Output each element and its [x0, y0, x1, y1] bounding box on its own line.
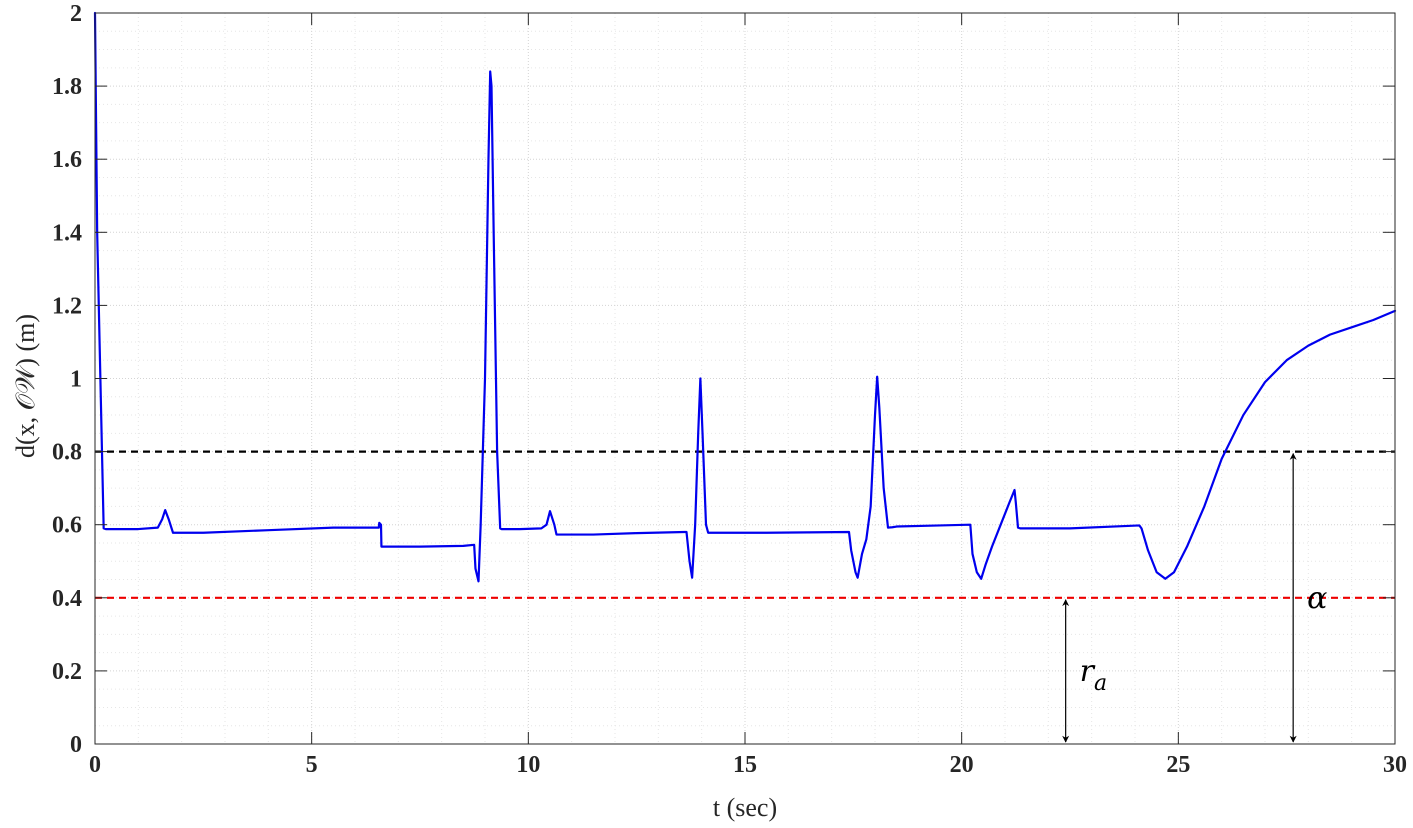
- y-tick-label: 0.4: [52, 586, 82, 612]
- y-tick-label: 2: [70, 1, 82, 27]
- y-tick-labels: 0 0.2 0.4 0.6 0.8 1 1.2 1.4 1.6 1.8 2: [52, 1, 82, 758]
- annotation-label: α: [1307, 581, 1327, 616]
- series-layer: [93, 11, 1397, 583]
- y-tick-label: 0.8: [52, 440, 82, 466]
- y-axis-label: d(x, 𝒪𝒲) (m): [11, 314, 40, 458]
- y-tick-label: 1: [70, 367, 82, 393]
- x-tick-label: 20: [950, 752, 974, 778]
- y-tick-label: 0: [70, 732, 82, 758]
- y-tick-label: 0.2: [52, 659, 82, 685]
- y-tick-label: 1.2: [52, 293, 82, 319]
- y-tick-label: 0.6: [52, 513, 82, 539]
- reference-lines: [95, 450, 1395, 599]
- tick-marks: [94, 12, 1396, 745]
- x-tick-label: 10: [516, 752, 540, 778]
- series-line: [93, 11, 1397, 583]
- x-tick-label: 30: [1383, 752, 1407, 778]
- y-tick-label: 1.8: [52, 74, 82, 100]
- x-tick-label: 25: [1166, 752, 1190, 778]
- y-tick-label: 1.4: [52, 220, 82, 246]
- x-axis-label: t (sec): [713, 793, 777, 822]
- x-tick-label: 15: [733, 752, 757, 778]
- x-tick-label: 5: [306, 752, 318, 778]
- x-tick-labels: 0 5 10 15 20 25 30: [89, 752, 1407, 778]
- y-tick-label: 1.6: [52, 147, 82, 173]
- x-tick-label: 0: [89, 752, 101, 778]
